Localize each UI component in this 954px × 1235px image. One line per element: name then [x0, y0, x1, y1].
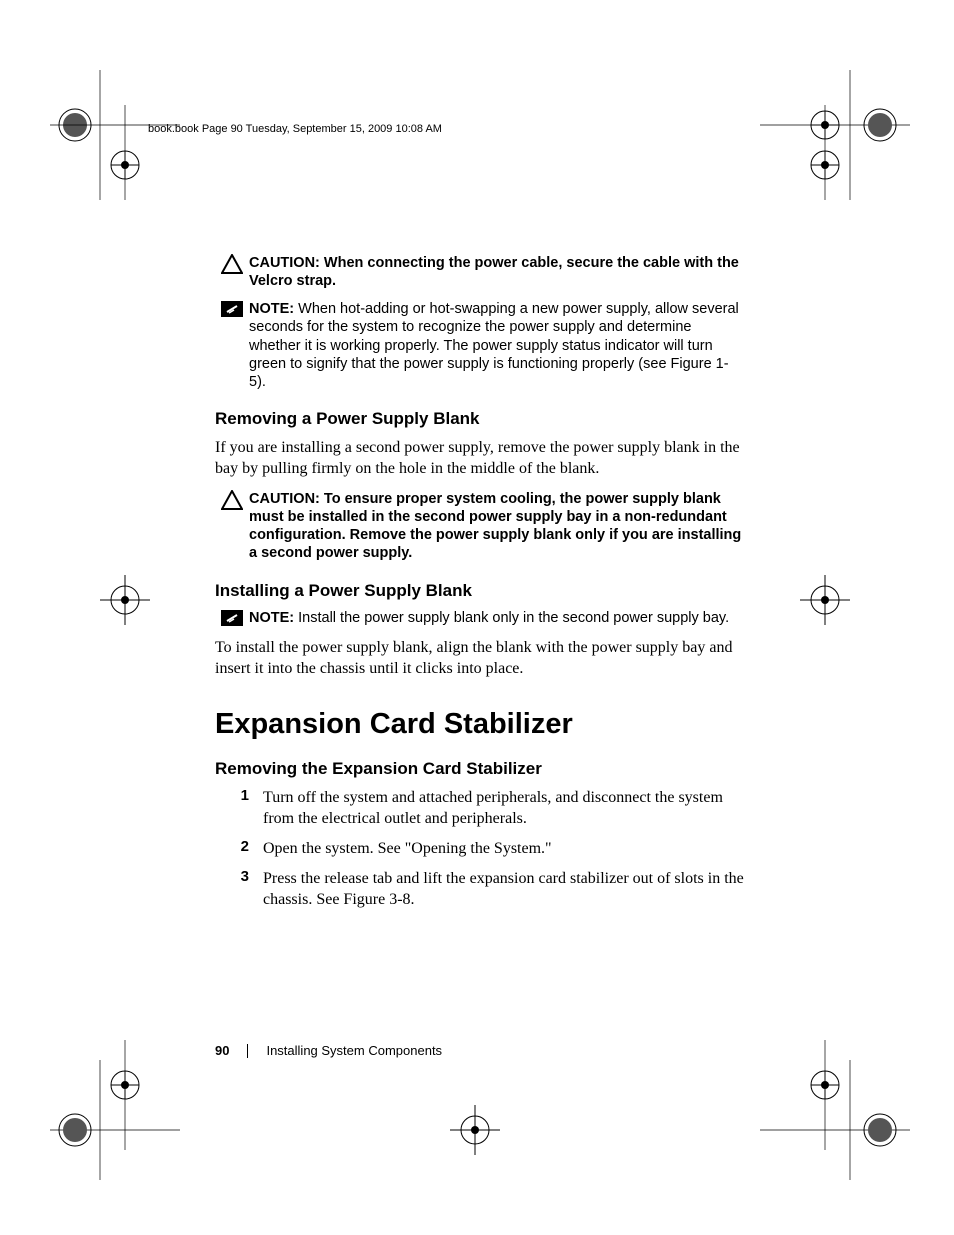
list-item: 3 Press the release tab and lift the exp… [215, 868, 745, 911]
body-removing-blank: If you are installing a second power sup… [215, 437, 745, 480]
note-block-2: NOTE: Install the power supply blank onl… [215, 609, 745, 627]
caution-icon [215, 254, 249, 274]
note-block-1: NOTE: When hot-adding or hot-swapping a … [215, 300, 745, 391]
note-body: Install the power supply blank only in t… [298, 610, 729, 626]
caution-label: CAUTION: [249, 255, 324, 271]
step-number: 3 [215, 868, 263, 885]
note-label: NOTE: [249, 610, 298, 626]
footer-chapter: Installing System Components [266, 1043, 442, 1058]
page-number: 90 [215, 1043, 229, 1058]
note-body: When hot-adding or hot-swapping a new po… [249, 301, 739, 390]
heading-expansion-card-stabilizer: Expansion Card Stabilizer [215, 708, 745, 741]
crop-mark-bottom-left [50, 1040, 180, 1180]
subheading-removing-stabilizer: Removing the Expansion Card Stabilizer [215, 759, 745, 779]
crop-mark-mid-left [95, 570, 155, 630]
caution-label: CAUTION: [249, 491, 324, 507]
step-number: 1 [215, 787, 263, 804]
crop-mark-mid-right [795, 570, 855, 630]
body-installing-blank: To install the power supply blank, align… [215, 637, 745, 680]
subheading-removing-blank: Removing a Power Supply Blank [215, 409, 745, 429]
step-text: Press the release tab and lift the expan… [263, 868, 745, 911]
page-footer: 90 Installing System Components [215, 1043, 442, 1058]
note-label: NOTE: [249, 301, 298, 317]
page-content: CAUTION: When connecting the power cable… [215, 254, 745, 919]
subheading-installing-blank: Installing a Power Supply Blank [215, 581, 745, 601]
crop-mark-top-right [760, 70, 910, 200]
note-icon [215, 609, 249, 626]
list-item: 2 Open the system. See "Opening the Syst… [215, 838, 745, 860]
caution-block-1: CAUTION: When connecting the power cable… [215, 254, 745, 290]
note-icon [215, 300, 249, 317]
crop-mark-bottom-right [760, 1040, 910, 1180]
footer-divider [247, 1044, 248, 1058]
step-text: Turn off the system and attached periphe… [263, 787, 745, 830]
caution-block-2: CAUTION: To ensure proper system cooling… [215, 490, 745, 563]
list-item: 1 Turn off the system and attached perip… [215, 787, 745, 830]
steps-list: 1 Turn off the system and attached perip… [215, 787, 745, 911]
crop-mark-top-left [50, 70, 180, 200]
caution-icon [215, 490, 249, 510]
crop-mark-bottom-center [445, 1100, 505, 1160]
step-number: 2 [215, 838, 263, 855]
header-meta-text: book.book Page 90 Tuesday, September 15,… [148, 123, 442, 135]
step-text: Open the system. See "Opening the System… [263, 838, 745, 860]
